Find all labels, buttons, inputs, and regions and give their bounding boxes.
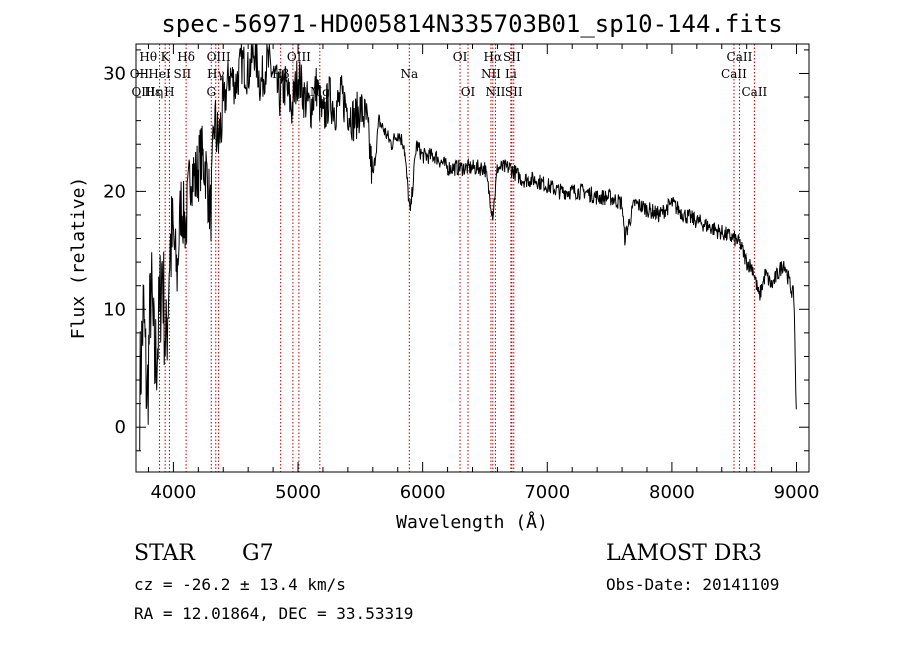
line-label-25: CaII — [727, 50, 753, 64]
line-label-5: HeI — [148, 67, 171, 81]
line-label-7: H — [164, 85, 174, 99]
spectrum-line — [139, 43, 797, 451]
y-tick-label-3: 30 — [103, 63, 126, 84]
spectral-line-markers — [159, 44, 755, 472]
line-label-1: OII — [130, 67, 150, 81]
x-tick-label-0: 4000 — [150, 482, 196, 503]
line-label-12: G — [206, 85, 216, 99]
line-label-21: NII — [481, 67, 501, 81]
x-axis-ticks: 4000 5000 6000 7000 8000 9000 — [147, 44, 820, 503]
redshift-cz: cz = -26.2 ± 13.4 km/s — [134, 575, 346, 594]
line-label-3: Hε — [144, 85, 161, 99]
y-axis-ticks: 0 10 20 30 — [103, 49, 809, 452]
plot-frame — [135, 43, 810, 473]
x-tick-label-4: 8000 — [649, 482, 695, 503]
line-label-16: Na — [400, 67, 418, 81]
line-label-2: OIII — [131, 85, 155, 99]
line-label-23: NII — [485, 85, 505, 99]
line-label-19: Hα — [484, 50, 503, 64]
line-label-26: CaII — [721, 67, 747, 81]
line-label-10: OIII — [207, 50, 231, 64]
y-tick-label-2: 20 — [103, 181, 126, 202]
coordinates: RA = 12.01864, DEC = 33.53319 — [134, 604, 413, 623]
object-type: STAR — [134, 541, 196, 566]
line-label-22: Li — [505, 67, 517, 81]
line-label-27: CaII — [741, 85, 767, 99]
observation-date: Obs-Date: 20141109 — [606, 575, 779, 594]
spectrum-series — [139, 43, 797, 451]
line-label-20: SII — [503, 50, 521, 64]
x-tick-label-1: 5000 — [275, 482, 321, 503]
y-tick-label-1: 10 — [103, 299, 126, 320]
line-label-8: Hδ — [177, 50, 195, 64]
survey-name: LAMOST DR3 — [606, 541, 762, 566]
x-tick-label-5: 9000 — [774, 482, 820, 503]
line-label-4: K — [161, 50, 171, 64]
line-label-18: OI — [461, 85, 476, 99]
line-label-6: η — [156, 85, 163, 99]
x-tick-label-3: 7000 — [524, 482, 570, 503]
y-axis-label: Flux (relative) — [68, 177, 89, 340]
line-label-17: OI — [453, 50, 468, 64]
object-subclass: G7 — [242, 541, 274, 566]
line-label-11: Hγ — [207, 67, 225, 81]
line-label-0: Hθ — [139, 50, 157, 64]
line-label-13: OIII — [287, 50, 311, 64]
chart-title: spec-56971-HD005814N335703B01_sp10-144.f… — [161, 10, 782, 38]
y-tick-label-0: 0 — [115, 417, 126, 438]
x-axis-label: Wavelength (Å) — [396, 511, 548, 533]
line-label-9: SII — [174, 67, 192, 81]
x-tick-label-2: 6000 — [400, 482, 446, 503]
line-label-24: SII — [505, 85, 523, 99]
